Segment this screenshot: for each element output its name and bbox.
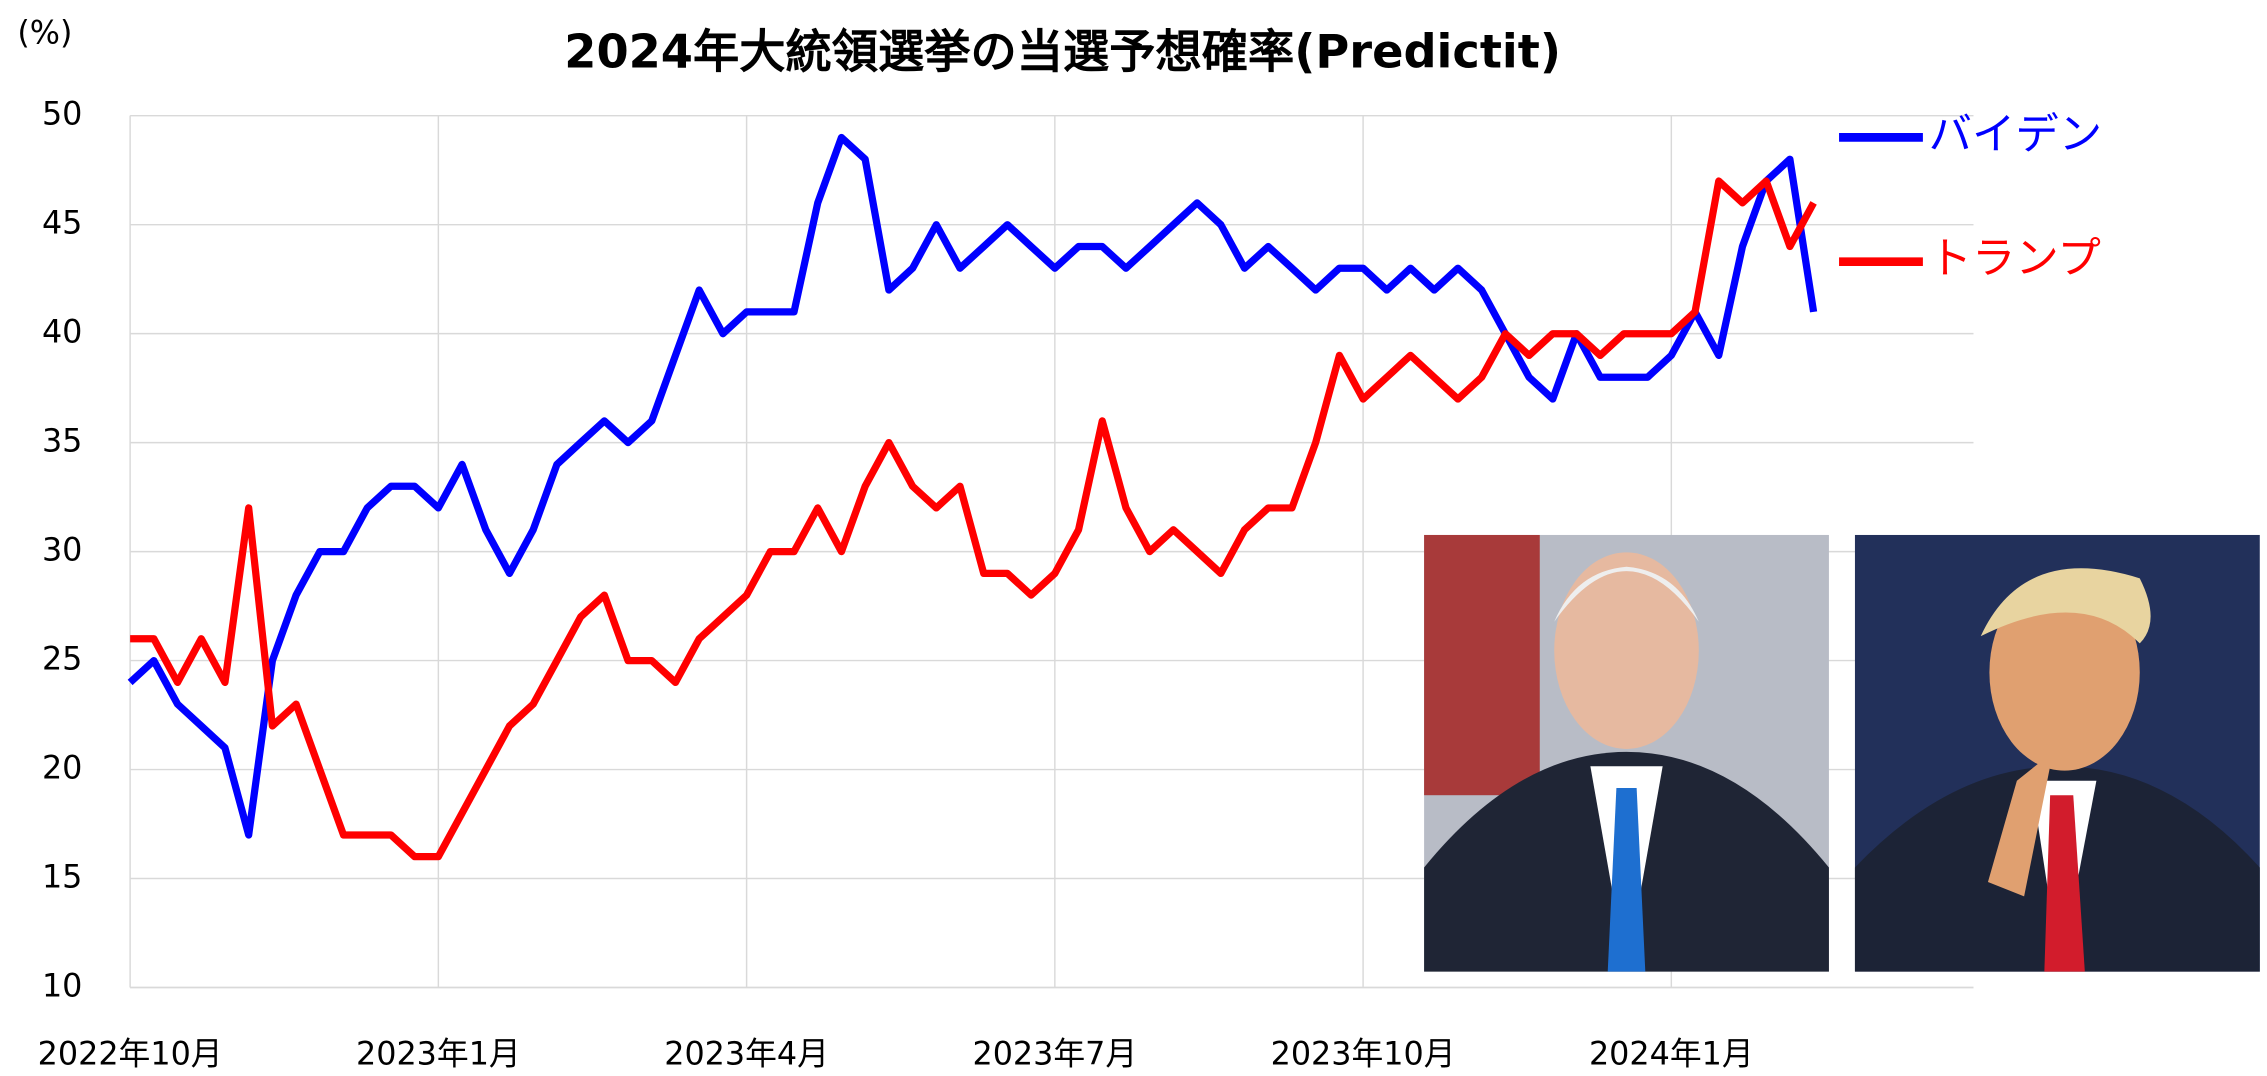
y-tick-label: 25 — [42, 641, 82, 678]
x-tick-label: 2023年10月 — [1271, 1035, 1456, 1072]
y-tick-label: 30 — [42, 532, 82, 569]
y-axis-unit: (%) — [17, 15, 72, 52]
x-tick-label: 2024年1月 — [1589, 1035, 1754, 1072]
x-tick-label: 2023年1月 — [356, 1035, 521, 1072]
legend-label: バイデン — [1929, 110, 2102, 160]
chart: 2024年大統領選挙の当選予想確率(Predictit) (%) 1015202… — [0, 0, 2267, 1076]
face — [1554, 552, 1699, 749]
x-tick-label: 2023年4月 — [664, 1035, 829, 1072]
legend-label: トランプ — [1929, 234, 2101, 284]
chart-title: 2024年大統領選挙の当選予想確率(Predictit) — [564, 24, 1561, 78]
y-tick-label: 40 — [42, 314, 82, 351]
y-tick-label: 10 — [42, 967, 82, 1004]
x-tick-label: 2023年7月 — [972, 1035, 1137, 1072]
trump-photo — [1855, 535, 2260, 972]
y-tick-label: 45 — [42, 205, 82, 242]
y-tick-label: 50 — [42, 96, 82, 133]
y-tick-label: 35 — [42, 423, 82, 460]
y-tick-label: 15 — [42, 859, 82, 896]
flag — [1424, 535, 1540, 795]
x-tick-label: 2022年10月 — [38, 1035, 223, 1072]
y-tick-label: 20 — [42, 750, 82, 787]
biden-photo — [1424, 535, 1829, 972]
